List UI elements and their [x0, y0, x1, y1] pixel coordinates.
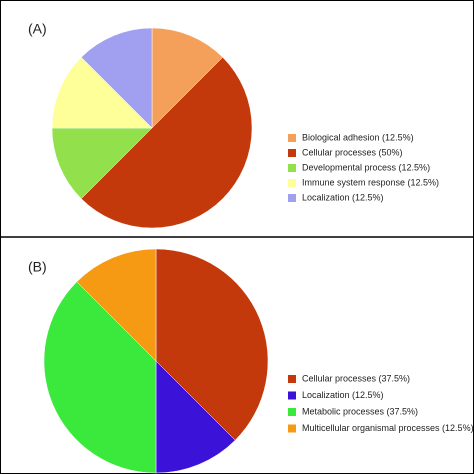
panel-label: (B)	[28, 259, 47, 275]
legend-label: Cellular processes (37.5%)	[302, 373, 410, 383]
legend-swatch	[288, 375, 296, 383]
pie-slice	[76, 248, 157, 362]
pie-slice	[51, 127, 153, 200]
legend-label: Cellular processes (50%)	[302, 147, 403, 157]
pie-slice	[155, 248, 269, 441]
legend-swatch	[288, 149, 296, 157]
legend-swatch	[288, 424, 296, 433]
pie-slice	[151, 27, 224, 129]
legend-swatch	[288, 134, 296, 142]
legend-swatch	[288, 179, 296, 187]
legend-label: Biological adhesion (12.5%)	[302, 132, 414, 142]
pie-slice	[43, 281, 157, 474]
legend-swatch	[288, 164, 296, 172]
legend-swatch	[288, 391, 296, 400]
legend-label: Developmental process (12.5%)	[302, 162, 430, 172]
legend-label: Localization (12.5%)	[302, 390, 384, 400]
pie-slice	[80, 27, 153, 129]
pie-slice	[51, 56, 153, 129]
legend-swatch	[288, 194, 296, 202]
pie-slice	[155, 360, 236, 474]
panel-label: (A)	[28, 21, 47, 37]
pie-slice	[80, 56, 253, 229]
legend-label: Localization (12.5%)	[302, 192, 384, 202]
legend-label: Metabolic processes (37.5%)	[302, 406, 418, 416]
legend-label: Immune system response (12.5%)	[302, 177, 439, 187]
legend-label: Multicellular organismal processes (12.5…	[302, 423, 474, 433]
legend-swatch	[288, 408, 296, 416]
